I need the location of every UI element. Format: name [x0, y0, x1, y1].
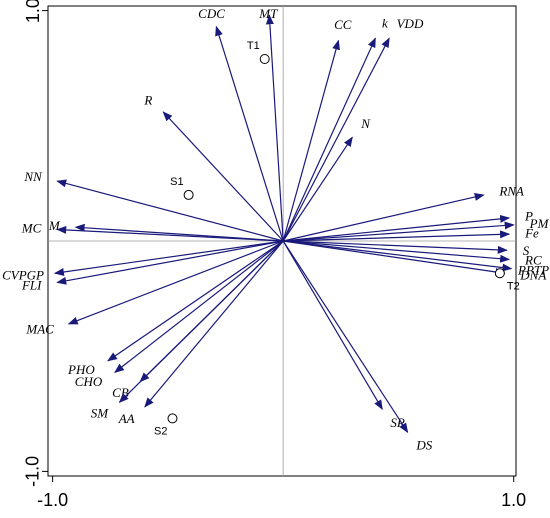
loading-arrow-fe [283, 230, 511, 242]
loading-arrow-sm [118, 240, 284, 403]
arrow-label-cdc: CDC [198, 6, 225, 21]
arrow-label-s: S [523, 243, 530, 258]
loading-arrow-pm [283, 221, 515, 242]
arrow-label-ds: DS [415, 438, 432, 453]
tick-labels: -1.0 1.0 1.0 -1.0 [23, 0, 526, 510]
loading-arrow-ds [282, 240, 409, 434]
loading-arrow-aa [144, 240, 284, 408]
arrow-label-mt: MT [258, 6, 278, 21]
arrow-label-pho: PHO [67, 362, 95, 377]
x-tick-label: -1.0 [37, 490, 68, 510]
arrow-label-n: N [360, 116, 371, 131]
loading-arrow-k [282, 37, 376, 242]
loading-arrow-r [162, 111, 284, 242]
loading-arrow-mt [265, 14, 284, 242]
y-tick-label: 1.0 [23, 0, 43, 23]
arrow-label-cc: CC [334, 17, 352, 32]
loading-arrow-cho [114, 240, 284, 373]
arrow-label-rc: RC [524, 253, 542, 268]
sample-point-s1 [183, 189, 194, 200]
arrow-label-rna: RNA [498, 183, 524, 198]
loading-arrow-s [283, 240, 508, 254]
arrow-label-dna: DNA [519, 268, 546, 283]
arrow-label-k: k [382, 16, 388, 31]
y-tick-label: -1.0 [23, 456, 43, 487]
sample-points: T1 S1 T2 S2 [154, 40, 520, 437]
arrow-label-r: R [143, 92, 152, 107]
sample-label-t1: T1 [247, 40, 260, 52]
arrow-label-mc: MC [21, 221, 42, 236]
sample-label-t2: T2 [507, 280, 520, 292]
loading-arrow-cc [282, 39, 340, 242]
sample-label-s2: S2 [154, 425, 167, 437]
loading-arrow-pho [107, 240, 284, 362]
arrow-label-nn: NN [23, 169, 43, 184]
loading-arrow-p [283, 214, 511, 242]
sample-label-s1: S1 [170, 176, 183, 188]
loading-arrow-sr [282, 240, 383, 411]
arrow-label-cb: CB [112, 385, 129, 400]
sample-point-s2 [167, 413, 178, 424]
x-tick-label: 1.0 [501, 490, 526, 510]
arrow-label-cho: CHO [75, 374, 103, 389]
arrow-label-pptp: PPTP [517, 263, 549, 278]
arrow-label-pm: PM [529, 216, 550, 231]
loading-arrow-rc [283, 240, 511, 263]
arrow-label-sm: SM [91, 406, 110, 421]
loading-arrow-nn [56, 179, 284, 242]
loading-arrow-n [282, 136, 353, 242]
loading-arrow-cvpgp [53, 240, 284, 276]
loading-arrow-vdd [282, 37, 390, 242]
loading-arrow-rna [283, 193, 485, 242]
loading-arrow-pptp [283, 240, 513, 272]
arrow-label-cvpgp: CVPGP [2, 267, 44, 282]
arrow-label-vdd: VDD [397, 16, 424, 31]
arrow-label-fe: Fe [524, 226, 539, 241]
loading-arrow-mc [56, 225, 284, 242]
loading-arrow-dna [283, 240, 506, 276]
sample-point-t1 [259, 53, 270, 64]
arrow-label-m: M [48, 218, 61, 233]
loading-arrow-mac [67, 240, 284, 325]
arrow-label-fli: FLI [21, 277, 42, 292]
loading-arrow-cdc [215, 25, 284, 242]
arrow-label-aa: AA [118, 411, 135, 426]
arrow-label-mac: MAC [25, 322, 54, 337]
sample-point-t2 [494, 268, 505, 279]
loading-arrow-fli [56, 240, 284, 285]
arrow-label-p: P [524, 208, 533, 223]
